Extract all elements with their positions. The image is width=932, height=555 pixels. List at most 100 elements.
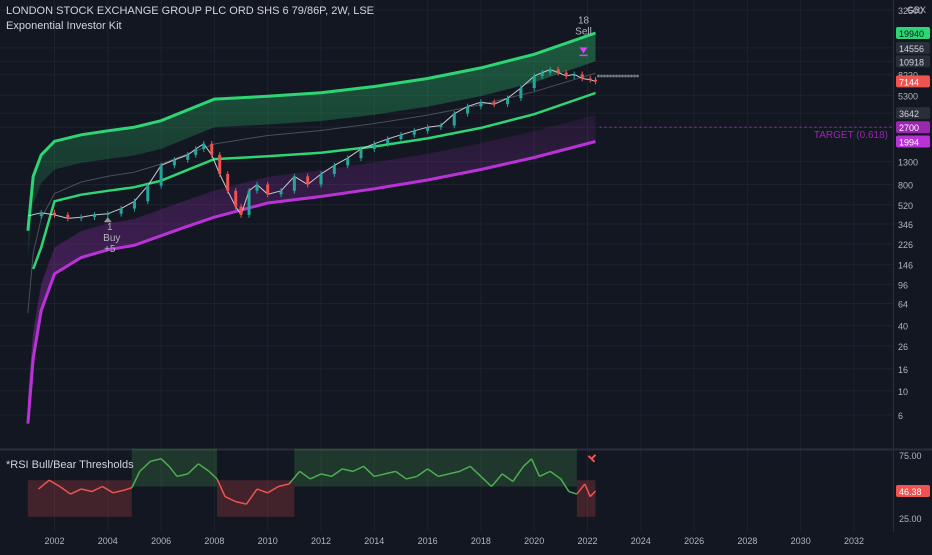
projection-dot [615,74,618,78]
rsi-segment [342,468,354,473]
rsi-segment [448,470,460,475]
rsi-segment [278,483,290,488]
rsi-segment [560,478,570,492]
price-axis-label: 226 [898,240,913,250]
price-axis-label: 64 [898,299,908,309]
rsi-segment [539,470,551,478]
time-axis-label: 2008 [204,536,224,546]
candle-body [412,130,416,135]
rsi-segment [80,488,92,493]
projection-dot [612,74,615,78]
price-tag [896,135,930,148]
rsi-value-label: 46.38 [899,487,922,497]
price-tag-label: 19940 [899,29,924,39]
projection-dot [618,74,621,78]
rsi-segment [176,473,188,478]
candle-body [172,159,176,166]
price-tag-label: 3642 [899,109,919,119]
rsi-segment [459,465,471,473]
time-axis-label: 2016 [418,536,438,546]
sell-arrow-icon [579,47,588,54]
grid [0,0,932,532]
candle-body [399,134,403,140]
price-tag [896,107,930,120]
candle-body [119,208,123,214]
candle-body [159,165,163,186]
candle-body [519,88,523,99]
price-axis-label: 800 [898,181,913,191]
candle-body [588,78,592,80]
candle-body [439,125,443,128]
rsi-segment [523,458,533,467]
candle-body [466,106,470,114]
price-tag-label: 2700 [899,123,919,133]
rsi-title: *RSI Bull/Bear Thresholds [6,459,134,471]
candle-body [372,143,376,149]
candle-body [359,148,363,159]
projection-dot [597,74,600,78]
candle-body [132,201,136,209]
price-tag-label: 1994 [899,137,919,147]
rsi-segment [131,471,141,489]
upper-cloud [27,33,596,259]
candle-body [492,102,496,105]
candle-body [234,190,238,207]
rsi-segment [187,463,199,475]
time-axis-label: 2020 [524,536,544,546]
rsi-segment [160,458,170,467]
rsi-segment [395,470,407,480]
rsi-segment [245,488,258,505]
candle-body [426,127,430,131]
time-axis-label: 2022 [577,536,597,546]
rsi-segment [235,500,247,505]
price-axis-label: 5300 [898,91,918,101]
candle-body [540,72,544,77]
price-axis-label: 26 [898,342,908,352]
projection-dot [600,74,603,78]
candle-body [593,79,597,82]
candle-body [572,74,576,77]
price-axis-label: 520 [898,201,913,211]
rsi-segment [480,475,493,488]
projection-dot [627,74,630,78]
candle-body [255,184,259,191]
rsi-segment [384,470,396,475]
candle-body [279,190,283,195]
projection-dot [633,74,636,78]
rsi-segment [352,465,364,473]
price-axis-label: 346 [898,220,913,230]
rsi-segment [299,470,311,480]
candle-body [202,143,206,149]
time-axis-label: 2014 [364,536,384,546]
price-axis-label: 16 [898,365,908,375]
price-tag [896,121,930,134]
candle-body [479,102,483,107]
candle-body [53,212,56,215]
candle-body [580,74,584,79]
chart-title: LONDON STOCK EXCHANGE GROUP PLC ORD SHS … [6,5,375,17]
price-axis-label: 6 [898,411,903,421]
projection-dot [603,74,606,78]
rsi-segment [416,468,429,478]
candle-body [186,154,190,160]
candle-body [194,148,198,155]
rsi-segment [150,458,162,463]
candle-body [564,72,568,77]
price-axis-label: 32500 [898,6,923,16]
bands [26,31,596,424]
price-tag [896,55,930,68]
rsi-segment [59,485,71,495]
rsi-segment [331,468,343,478]
price-tag [896,27,930,40]
rsi-segment [512,465,525,482]
projection-dot [609,74,612,78]
candle-body [556,69,560,73]
rsi-segment [438,473,450,478]
rsi-segment [38,479,50,490]
price-series [27,66,597,222]
projection-dot [624,74,627,78]
candle-body [548,69,552,73]
